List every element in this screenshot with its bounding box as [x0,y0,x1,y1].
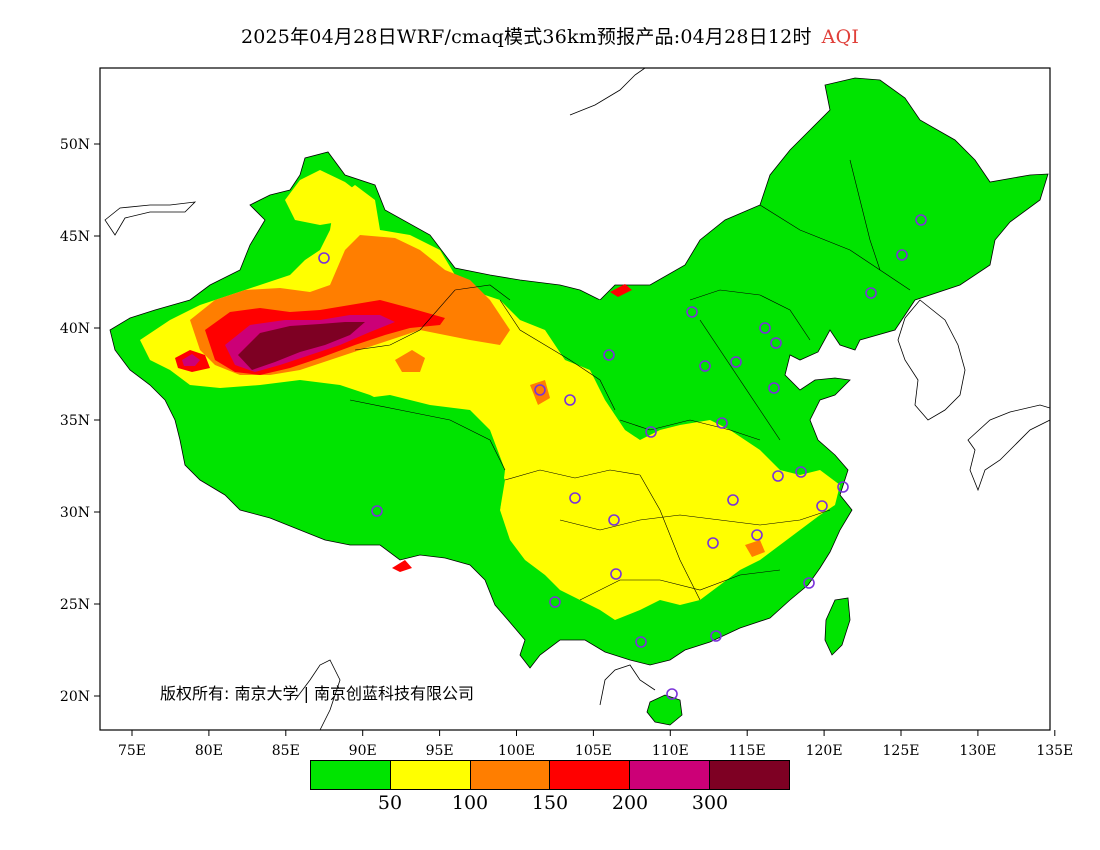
station-marker [569,492,581,504]
station-marker [896,249,908,261]
korea-peninsula [897,299,966,421]
japan-outline [967,404,1050,492]
very-unhealthy-spot-west [182,354,200,366]
map-layers [104,68,1050,730]
legend-swatch [311,761,391,789]
station-marker [318,252,330,264]
usg-spot-qinghai [395,350,425,372]
lat-label: 20N [60,689,90,705]
lon-label: 135E [1036,743,1073,759]
lon-label: 120E [806,743,843,759]
usg-spot-gansu [530,380,550,405]
legend-swatch [710,761,789,789]
russia-coast-fragment [569,68,646,116]
taiwan-island [824,597,851,656]
legend-tick-label: 200 [611,792,649,814]
lon-label: 125E [883,743,920,759]
lon-label: 95E [426,743,454,759]
lon-label: 115E [729,743,766,759]
station-marker [795,466,807,478]
station-marker [772,470,784,482]
lon-label: 110E [652,743,689,759]
station-marker [707,537,719,549]
station-marker [865,287,877,299]
kazakh-fragment [104,201,197,236]
station-marker [608,514,620,526]
legend-swatch [550,761,631,789]
station-marker [751,529,763,541]
station-marker [635,636,647,648]
aqi-color-legend [310,760,790,790]
station-marker [645,426,657,438]
lon-label: 100E [498,743,535,759]
plot-frame [99,67,1051,731]
station-marker [603,349,615,361]
station-marker [710,630,722,642]
legend-tick-label: 150 [531,792,569,814]
province-boundaries [349,159,911,601]
title-main: 2025年04月28日WRF/cmaq模式36km预报产品:04月28日12时 [240,26,812,48]
station-marker [837,481,849,493]
title-variable: AQI [821,26,860,48]
copyright-text: 版权所有: 南京大学 | 南京创蓝科技有限公司 [160,684,475,703]
legend-swatch [390,761,471,789]
moderate-zone-north-top [285,170,362,225]
green-patch-east [560,290,700,380]
station-marker [730,356,742,368]
latitude-axis: 50N 45N 40N 35N 30N 25N 20N [60,137,100,705]
station-marker [534,384,546,396]
hazardous-zone [238,322,365,370]
southeast-asia-fragment [294,659,341,730]
station-marker [759,322,771,334]
indochina-fragment [599,664,656,706]
station-marker [699,360,711,372]
lat-label: 45N [60,229,90,245]
unhealthy-spot-south [392,560,412,572]
usg-spot-hubei [745,540,765,557]
lon-label: 130E [959,743,996,759]
lon-label: 80E [195,743,223,759]
station-marker [716,417,728,429]
station-marker [770,337,782,349]
station-marker [564,394,576,406]
legend-tick-label: 100 [451,792,489,814]
aqi-legend-ticks: 50 100 150 200 300 [0,792,1100,818]
green-patch-inner [330,395,505,555]
station-marker [666,688,678,700]
station-marker [371,505,383,517]
lat-label: 25N [60,597,90,613]
longitude-axis: 75E 80E 85E 90E 95E 100E 105E 110E 115E 120E 125E 1… [118,730,1073,759]
station-marker [915,214,927,226]
monitoring-stations [318,214,927,700]
lat-label: 50N [60,137,90,153]
legend-swatch [470,761,551,789]
lat-label: 40N [60,321,90,337]
legend-tick-label: 50 [377,792,403,814]
station-marker [803,577,815,589]
station-marker [610,568,622,580]
station-marker [549,596,561,608]
lon-label: 90E [349,743,377,759]
legend-tick-label: 300 [691,792,729,814]
lon-label: 85E [272,743,300,759]
lat-label: 35N [60,413,90,429]
map-title: 2025年04月28日WRF/cmaq模式36km预报产品:04月28日12时 A… [0,22,1100,49]
unhealthy-spot-north [610,284,632,297]
station-marker [727,494,739,506]
station-marker [686,306,698,318]
station-marker [768,382,780,394]
lon-label: 75E [118,743,146,759]
lon-label: 105E [575,743,612,759]
station-marker [816,500,828,512]
lat-label: 30N [60,505,90,521]
legend-swatch [630,761,711,789]
